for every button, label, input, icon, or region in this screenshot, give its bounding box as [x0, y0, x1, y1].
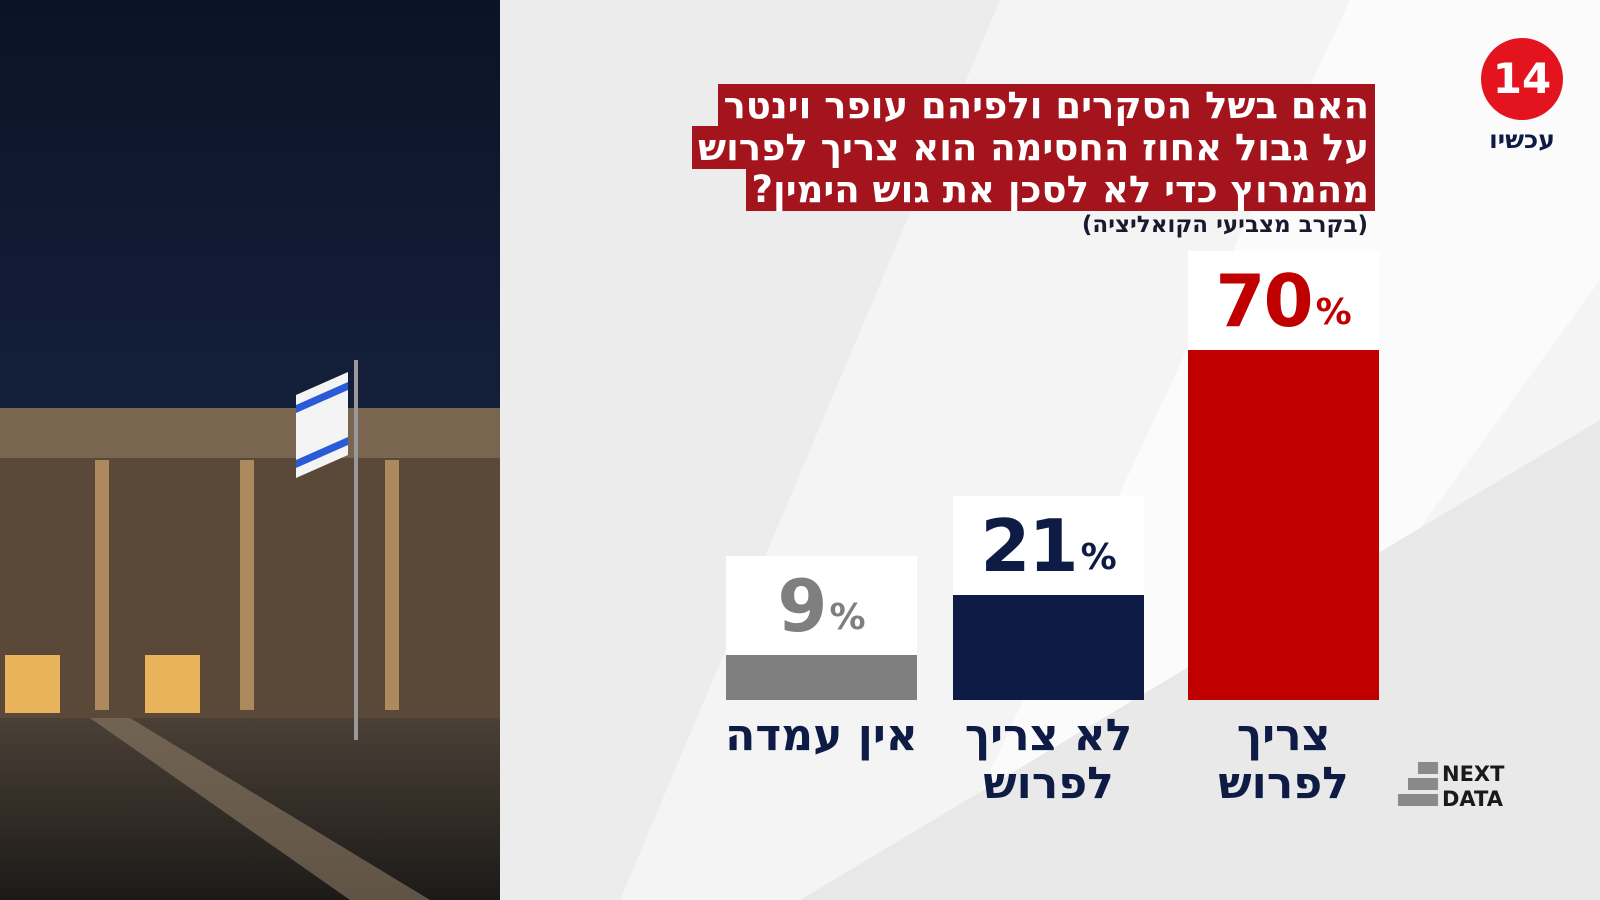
value-label: 9%: [726, 556, 917, 655]
building-columns: [95, 460, 399, 710]
chart-title: האם בשל הסקרים ולפיהם עופר וינטר על גבול…: [575, 84, 1375, 212]
source-name: NEXT: [1442, 762, 1505, 786]
category-label: לא צריך לפרוש: [964, 710, 1133, 809]
title-text: על גבול אחוז החסימה הוא צריך לפרוש: [692, 126, 1375, 169]
building-windows: [5, 655, 200, 713]
value-label: 21%: [953, 496, 1144, 595]
flag-stripe: [296, 382, 348, 413]
value-label: 70%: [1188, 251, 1379, 350]
chart-subtitle: (בקרב מצביעי הקואליציה): [1081, 212, 1368, 238]
title-text: מהמרוץ כדי לא לסכן את גוש הימין?: [745, 168, 1375, 211]
title-line: על גבול אחוז החסימה הוא צריך לפרוש: [575, 126, 1375, 169]
value-label-part: 9: [777, 563, 827, 648]
flag-stripe: [296, 437, 348, 468]
source-name: DATA: [1442, 787, 1504, 811]
logo-circle: [1481, 38, 1563, 120]
flag: [296, 372, 348, 478]
value-label-part: %: [1315, 292, 1352, 333]
value-label-part: %: [1080, 537, 1117, 578]
value-label-part: 70: [1215, 258, 1313, 343]
value-label-part: 21: [980, 503, 1078, 588]
category-label: אין עמדה: [725, 710, 918, 761]
facet: [500, 0, 1000, 900]
title-line: האם בשל הסקרים ולפיהם עופר וינטר: [575, 84, 1375, 127]
bar: [1188, 350, 1379, 700]
value-label-part: %: [829, 597, 866, 638]
bar: [726, 655, 917, 700]
title-text: האם בשל הסקרים ולפיהם עופר וינטר: [717, 84, 1375, 127]
title-line: מהמרוץ כדי לא לסכן את גוש הימין?: [575, 168, 1375, 211]
source-icon: [1398, 762, 1438, 806]
path-light: [90, 718, 430, 900]
logo-name: עכשיו: [1489, 125, 1555, 154]
logo-number: 14: [1493, 54, 1551, 103]
bar: [953, 595, 1144, 700]
category-label: צריך לפרוש: [1218, 710, 1349, 809]
building-cornice: [0, 408, 500, 458]
